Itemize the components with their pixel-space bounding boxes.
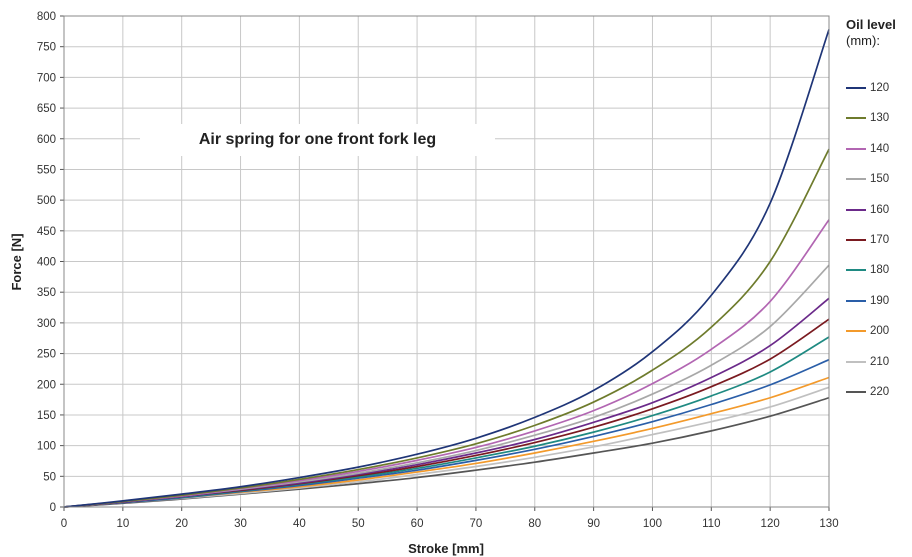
x-tick-label: 50 <box>352 518 365 530</box>
x-tick-label: 10 <box>116 518 129 530</box>
legend-label: 180 <box>870 264 890 277</box>
y-tick-label: 700 <box>37 72 56 84</box>
legend-swatch <box>846 239 866 241</box>
x-tick-label: 110 <box>702 518 720 530</box>
legend-label: 210 <box>870 355 890 368</box>
y-tick-label: 50 <box>43 471 56 483</box>
legend-title: Oil level <box>846 17 896 32</box>
legend-swatch <box>846 299 866 302</box>
air-spring-chart: 0 10 20 30 40 50 60 70 80 90 100 110 120 130 0 50 100 150… <box>9 11 839 556</box>
legend-swatch <box>846 391 866 393</box>
plot-border <box>63 15 830 508</box>
chart-axes <box>60 15 830 511</box>
y-tick-label: 0 <box>50 502 56 514</box>
legend-item-150: 150 <box>846 172 889 186</box>
x-tick-label: 90 <box>587 518 600 530</box>
legend-item-140: 140 <box>846 142 889 156</box>
legend-label: 140 <box>870 142 890 155</box>
legend-label: 160 <box>870 203 890 216</box>
legend-item-120: 120 <box>846 81 889 95</box>
x-tick-label: 130 <box>819 518 838 530</box>
legend-label: 150 <box>870 173 890 186</box>
legend-label: 130 <box>870 112 890 125</box>
legend-swatch <box>846 117 866 120</box>
y-tick-label: 400 <box>37 257 56 269</box>
y-tick-label: 450 <box>37 226 56 238</box>
y-tick-label: 150 <box>37 410 56 422</box>
legend-label: 220 <box>870 386 890 398</box>
y-tick-label: 800 <box>37 11 56 23</box>
tick-labels: 0 10 20 30 40 50 60 70 80 90 100 110 120 130 0 50 100 150… <box>37 11 839 530</box>
x-tick-label: 40 <box>293 518 306 530</box>
x-axis-title: Stroke [mm] <box>408 541 484 556</box>
legend-item-220: 220 <box>846 385 889 399</box>
y-tick-label: 500 <box>37 195 56 207</box>
legend-swatch <box>846 87 866 89</box>
x-tick-label: 120 <box>761 518 780 530</box>
legend-item-180: 180 <box>846 263 889 277</box>
legend-unit: (mm): <box>846 33 880 48</box>
legend-swatch <box>846 147 866 150</box>
legend-item-160: 160 <box>846 203 889 217</box>
legend-label: 200 <box>870 325 890 338</box>
legend-item-190: 190 <box>846 294 889 308</box>
legend: Oil level (mm): 120 130 140 150 160 170 180 190… <box>846 17 912 398</box>
y-tick-label: 650 <box>37 103 56 115</box>
series-line-120 <box>63 29 830 508</box>
legend-item-210: 210 <box>846 355 889 369</box>
y-tick-label: 350 <box>37 287 56 299</box>
chart-grid <box>64 15 830 507</box>
x-tick-label: 60 <box>411 518 424 530</box>
legend-item-200: 200 <box>846 324 889 338</box>
legend-swatch <box>846 208 866 211</box>
legend-label: 120 <box>870 82 890 94</box>
series-line-130 <box>63 148 830 508</box>
x-tick-label: 0 <box>61 518 67 530</box>
legend-label: 190 <box>870 294 890 307</box>
y-tick-label: 300 <box>37 318 56 330</box>
legend-label: 170 <box>870 234 890 246</box>
legend-item-130: 130 <box>846 111 889 125</box>
y-tick-label: 250 <box>37 349 56 361</box>
x-tick-label: 100 <box>643 518 662 530</box>
x-tick-label: 20 <box>175 518 188 530</box>
y-tick-label: 600 <box>37 134 56 146</box>
legend-swatch <box>846 360 866 363</box>
x-tick-label: 80 <box>528 518 541 530</box>
chart-annotation-text: Air spring for one front fork leg <box>198 131 437 148</box>
x-tick-label: 30 <box>234 518 247 530</box>
y-tick-label: 100 <box>37 441 56 453</box>
y-axis-title: Force [N] <box>9 233 24 290</box>
y-tick-label: 550 <box>37 164 56 176</box>
y-tick-label: 200 <box>37 379 56 391</box>
legend-swatch <box>846 178 866 181</box>
y-tick-label: 750 <box>37 42 56 54</box>
legend-swatch <box>846 269 866 272</box>
chart-series <box>63 29 830 508</box>
x-tick-label: 70 <box>470 518 483 530</box>
legend-swatch <box>846 330 866 333</box>
legend-item-170: 170 <box>846 233 889 247</box>
chart-annotation-box: Air spring for one front fork leg <box>140 124 495 156</box>
